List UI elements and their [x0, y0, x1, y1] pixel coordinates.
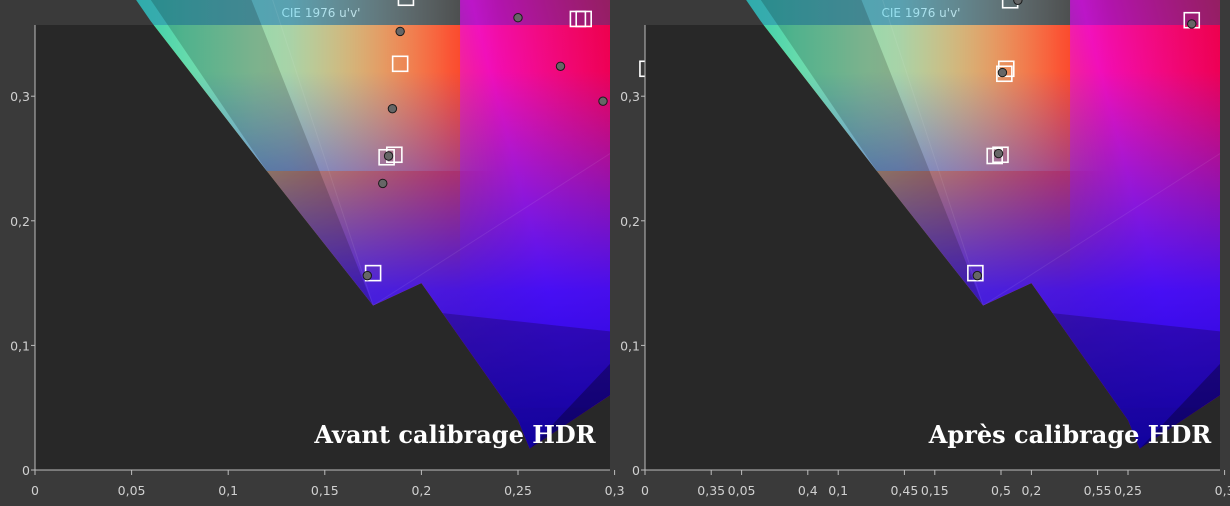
chart-panel-2: CIE 1976 u'v'00,050,10,150,20,250,30,350… — [620, 0, 1230, 498]
chart-annotation: Après calibrage HDR — [928, 420, 1212, 449]
x-tick-label: 0,3 — [1215, 483, 1230, 498]
x-tick-label: 0,15 — [311, 483, 339, 498]
y-tick-label: 0 — [632, 463, 640, 478]
measured-point — [997, 67, 1008, 78]
x-tick-label: 0,45 — [890, 483, 918, 498]
target-square — [378, 148, 395, 166]
measured-point — [378, 178, 388, 189]
measured-point — [1187, 19, 1197, 29]
target-square — [992, 146, 1009, 164]
y-tick-label: 0 — [22, 463, 30, 478]
target-square — [569, 10, 587, 28]
x-tick-label: 0,15 — [921, 483, 949, 498]
y-tick-label: 0,1 — [620, 338, 640, 353]
x-tick-label: 0,5 — [991, 483, 1011, 498]
x-tick-label: 0,2 — [411, 483, 431, 498]
measured-point — [395, 26, 405, 37]
measured-point — [555, 61, 566, 71]
chart-annotation: Avant calibrage HDR — [313, 420, 596, 449]
y-tick-label: 0,1 — [10, 338, 30, 353]
target-square — [996, 65, 1013, 83]
x-tick-label: 0,05 — [728, 483, 756, 498]
x-tick-label: 0,3 — [605, 483, 625, 498]
y-tick-label: 0,2 — [10, 214, 30, 229]
x-tick-label: 0,05 — [118, 483, 146, 498]
y-tick-label: 0,3 — [620, 89, 640, 104]
target-square — [967, 264, 984, 282]
measured-point — [598, 96, 608, 106]
x-tick-label: 0 — [31, 483, 39, 498]
measured-point — [993, 148, 1004, 159]
measured-point — [387, 103, 398, 114]
target-square — [397, 0, 415, 7]
x-tick-label: 0,1 — [218, 483, 238, 498]
x-tick-label: 0,1 — [828, 483, 848, 498]
measured-point — [513, 13, 523, 23]
target-square — [391, 55, 409, 73]
x-tick-label: 0,35 — [697, 483, 725, 498]
measured-point — [383, 151, 394, 161]
target-square — [997, 60, 1015, 78]
x-tick-label: 0 — [641, 483, 649, 498]
y-tick-label: 0,3 — [10, 89, 30, 104]
x-tick-label: 0,25 — [1114, 483, 1142, 498]
x-tick-label: 0,55 — [1084, 483, 1112, 498]
x-tick-label: 0,25 — [504, 483, 532, 498]
y-tick-label: 0,2 — [620, 214, 640, 229]
measured-point — [972, 270, 983, 281]
measured-point — [362, 270, 373, 281]
x-tick-label: 0,2 — [1021, 483, 1041, 498]
x-tick-label: 0,4 — [798, 483, 818, 498]
measured-point — [1013, 0, 1023, 5]
